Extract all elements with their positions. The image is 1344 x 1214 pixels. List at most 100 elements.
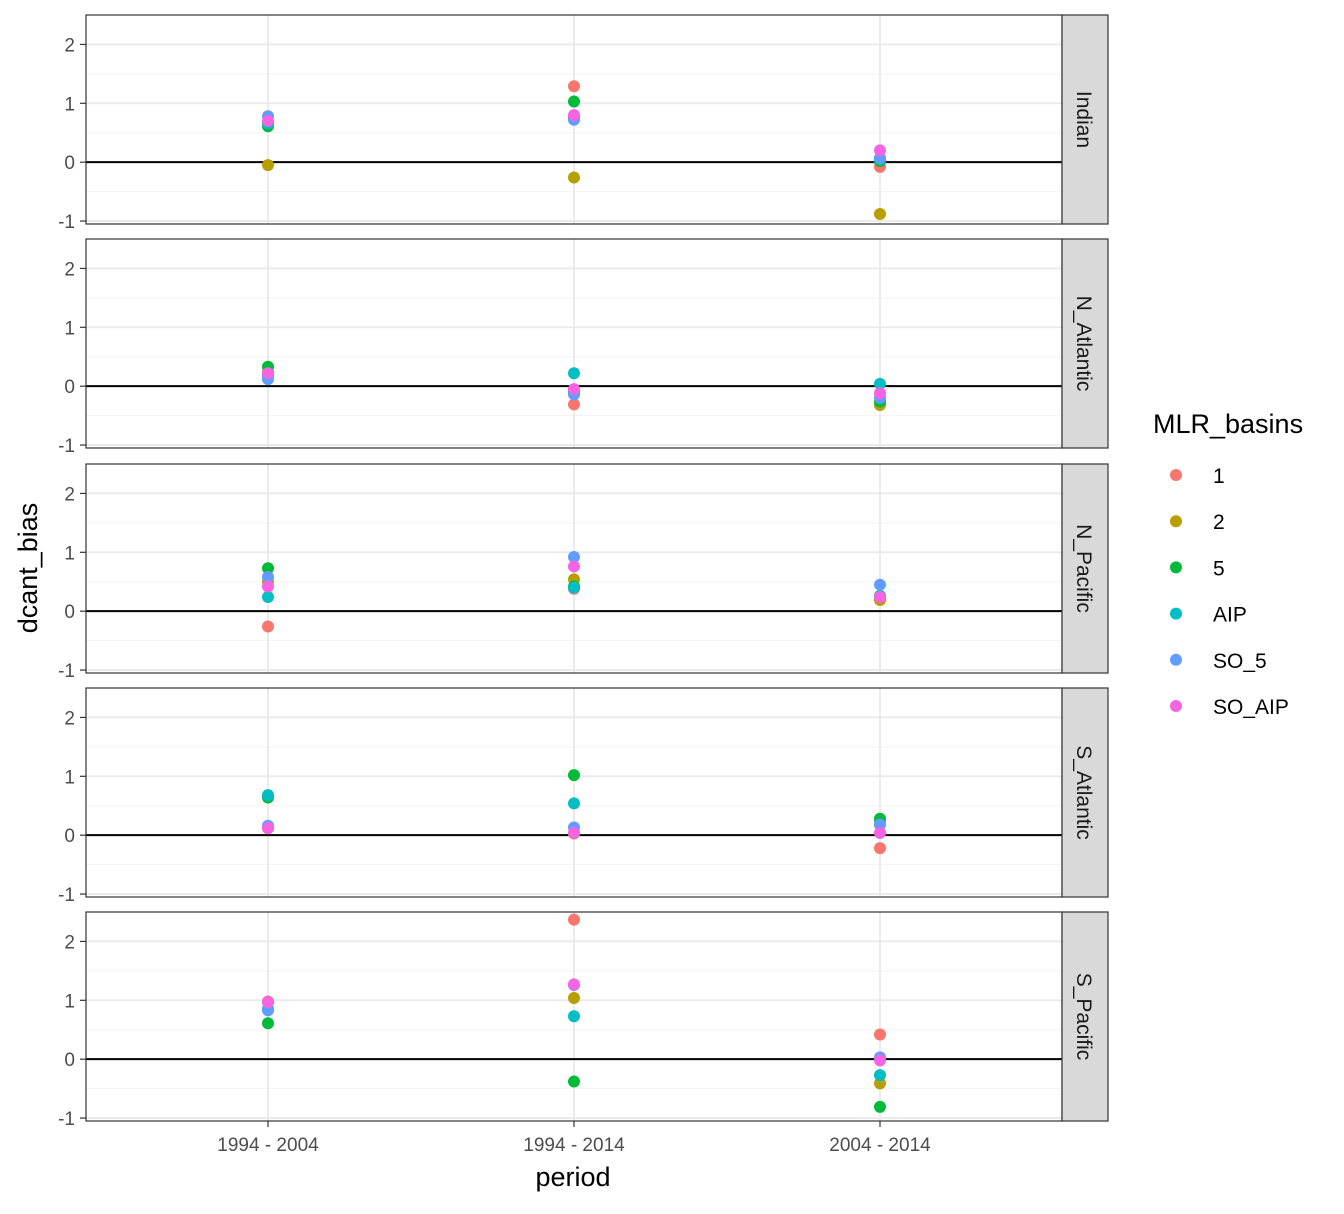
y-tick-label: 2 [64, 259, 75, 280]
y-tick-label: 1 [64, 318, 75, 339]
point-s-pacific-so-aip [262, 996, 274, 1009]
y-axis-title: dcant_bias [13, 503, 43, 634]
legend-label: SO_AIP [1213, 696, 1289, 719]
facet-strip [1061, 687, 1109, 898]
legend-label: SO_5 [1213, 650, 1267, 673]
y-tick-label: 1 [64, 543, 75, 564]
facet-strip-label: N_Pacific [1072, 524, 1095, 613]
y-tick-label: -1 [58, 1109, 75, 1130]
point-n-pacific-so-5 [874, 578, 886, 591]
panels-layer: Indian N_Atlantic N_Pacific S_Atlantic S_Pac… [85, 14, 1109, 1122]
point-indian-so-aip [874, 144, 886, 157]
y-tick-label: 0 [64, 602, 75, 623]
point-n-atlantic-1 [568, 398, 580, 411]
y-tick-label: 2 [64, 932, 75, 953]
facet-strip-label: N_Atlantic [1072, 296, 1095, 392]
point-s-pacific-aip [874, 1069, 886, 1082]
legend-key [1170, 653, 1182, 666]
y-tick-label: 2 [64, 35, 75, 56]
point-s-pacific-5 [874, 1100, 886, 1113]
point-s-atlantic-so-aip [568, 826, 580, 839]
facet-strip [1061, 911, 1109, 1122]
panel-n-pacific: N_Pacific [85, 463, 1109, 674]
point-n-atlantic-so-aip [262, 367, 274, 380]
point-s-atlantic-so-aip [874, 826, 886, 839]
legend-key [1170, 561, 1182, 574]
facet-strip-label: S_Pacific [1072, 973, 1095, 1061]
point-n-atlantic-aip [568, 367, 580, 380]
legend-title: MLR_basins [1153, 409, 1303, 439]
point-s-pacific-5 [262, 1017, 274, 1030]
x-tick-label: 1994 - 2004 [217, 1135, 319, 1156]
point-n-pacific-so-5 [262, 571, 274, 584]
point-s-atlantic-so-5 [874, 818, 886, 831]
point-indian-1 [568, 80, 580, 93]
point-n-pacific-aip [262, 591, 274, 604]
legend-key [1170, 700, 1182, 712]
point-n-atlantic-so-aip [874, 387, 886, 400]
y-tick-label: 1 [64, 991, 75, 1012]
point-indian-2 [262, 159, 274, 172]
x-tick-label: 1994 - 2014 [523, 1135, 625, 1156]
point-s-atlantic-aip [568, 797, 580, 810]
panel-s-pacific: S_Pacific [85, 911, 1109, 1122]
points-layer [262, 80, 886, 1113]
point-s-pacific-so-aip [568, 978, 580, 991]
legend-key [1170, 469, 1182, 481]
point-s-pacific-2 [874, 1077, 886, 1090]
y-tick-label: 0 [64, 1050, 75, 1071]
y-tick-label: 0 [64, 153, 75, 174]
y-tick-label: 2 [64, 708, 75, 729]
panel-n-atlantic: N_Atlantic [85, 238, 1109, 449]
point-indian-so-aip [568, 109, 580, 122]
y-tick-label: 0 [64, 826, 75, 847]
y-tick-label: -1 [58, 661, 75, 682]
x-axis-title: period [535, 1162, 610, 1192]
y-tick-label: 1 [64, 767, 75, 788]
x-tick-label: 2004 - 2014 [829, 1135, 931, 1156]
point-s-pacific-2 [568, 991, 580, 1004]
facet-strip-label: Indian [1072, 91, 1095, 148]
point-s-atlantic-so-aip [262, 822, 274, 835]
legend: MLR_basins 1 2 5 AIP SO_5 SO_AIP [1153, 409, 1303, 719]
point-indian-so-aip [262, 114, 274, 127]
y-tick-label: -1 [58, 436, 75, 457]
facet-strip-label: S_Atlantic [1072, 745, 1095, 840]
point-n-pacific-aip [568, 581, 580, 594]
point-n-pacific-so-5 [568, 551, 580, 564]
legend-key [1170, 515, 1182, 528]
point-s-pacific-aip [568, 1010, 580, 1023]
point-s-atlantic-aip [262, 789, 274, 802]
panel-s-atlantic: S_Atlantic [85, 687, 1109, 898]
axes-layer: period dcant_bias -1 0 1 2 -1 0 1 2 -1 0 1 2 -1 0 1 2 -1… [13, 35, 931, 1192]
legend-label: 1 [1213, 465, 1225, 488]
point-n-pacific-1 [262, 620, 274, 633]
y-tick-label: 1 [64, 94, 75, 115]
point-indian-5 [568, 95, 580, 108]
y-tick-label: 2 [64, 484, 75, 505]
point-n-pacific-so-aip [874, 591, 886, 604]
legend-label: 2 [1213, 511, 1225, 534]
facet-strip [1061, 238, 1109, 449]
point-s-pacific-1 [874, 1028, 886, 1041]
point-n-atlantic-so-aip [568, 383, 580, 396]
point-s-atlantic-5 [568, 769, 580, 782]
legend-label: AIP [1213, 604, 1247, 627]
point-s-pacific-1 [568, 913, 580, 926]
point-n-atlantic-aip [874, 377, 886, 390]
facet-strip [1061, 14, 1109, 225]
point-s-pacific-so-aip [874, 1054, 886, 1067]
legend-label: 5 [1213, 557, 1225, 580]
point-n-pacific-5 [262, 562, 274, 575]
y-tick-label: -1 [58, 885, 75, 906]
point-indian-2 [568, 171, 580, 184]
point-n-pacific-so-aip [262, 580, 274, 593]
point-s-pacific-5 [568, 1075, 580, 1088]
point-indian-2 [874, 207, 886, 220]
panel-indian: Indian [85, 14, 1109, 225]
facet-strip [1061, 463, 1109, 674]
y-tick-label: 0 [64, 377, 75, 398]
point-n-pacific-so-aip [568, 560, 580, 573]
